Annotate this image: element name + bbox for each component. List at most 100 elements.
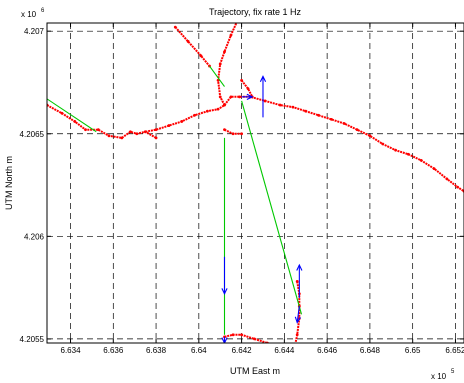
track-point	[246, 87, 250, 91]
y-tick-label: 4.2065	[20, 130, 45, 139]
x-axis-label: UTM East m	[230, 366, 280, 376]
track-point	[129, 130, 132, 134]
y-axis-label: UTM North m	[4, 156, 14, 210]
x-exponent: x 10 5	[431, 369, 455, 381]
track-point	[84, 128, 87, 132]
track-point	[231, 132, 235, 136]
y-tick-label: 4.2055	[20, 335, 45, 344]
y-exponent: x 10 6	[21, 8, 45, 19]
track-point	[278, 103, 282, 107]
heading-arrow-head	[294, 316, 301, 324]
green-track-segment	[241, 100, 303, 315]
y-exponent-power: 6	[41, 8, 45, 14]
x-exponent-base: x 10	[431, 372, 447, 381]
track-point	[60, 111, 64, 115]
heading-arrow	[296, 263, 303, 298]
y-tick-label: 4.206	[24, 232, 45, 241]
track-point	[193, 113, 196, 117]
red-track-segment	[240, 79, 254, 98]
track-point	[394, 148, 397, 152]
track-point	[216, 107, 220, 111]
track-point	[317, 113, 320, 117]
track-point	[180, 120, 184, 123]
track-point	[291, 105, 295, 109]
track-point	[218, 95, 222, 99]
heading-arrow	[241, 93, 254, 100]
x-tick-label: 6.648	[360, 346, 381, 355]
track-point	[240, 132, 244, 136]
x-tick-label: 6.64	[191, 346, 207, 355]
track-point	[342, 122, 346, 125]
track-point	[263, 99, 267, 103]
green-track-segment	[47, 98, 97, 133]
x-tick-label: 6.65	[405, 346, 421, 355]
heading-arrow-head	[296, 263, 303, 271]
heading-arrow-shaft	[296, 306, 300, 323]
track-point	[240, 79, 244, 82]
grid-lines	[47, 23, 464, 343]
x-tick-label: 6.634	[61, 346, 82, 355]
heading-arrow-head	[221, 337, 228, 343]
y-tick-label: 4.207	[24, 27, 45, 36]
heading-arrow-head	[259, 75, 267, 82]
data-layer	[47, 23, 464, 343]
track-point	[295, 280, 299, 283]
series-group	[47, 23, 464, 343]
track-point	[199, 54, 203, 58]
x-tick-label: 6.652	[445, 346, 464, 355]
track-point	[223, 103, 226, 107]
track-point	[120, 136, 124, 140]
heading-arrow	[221, 256, 228, 296]
track-point	[173, 25, 177, 29]
track-point	[218, 62, 222, 66]
track-point	[304, 109, 308, 113]
y-exponent-base: x 10	[21, 10, 37, 19]
track-point	[368, 134, 372, 138]
track-point	[231, 333, 235, 337]
track-point	[407, 152, 410, 156]
track-point	[223, 128, 226, 132]
x-tick-label: 6.638	[146, 346, 167, 355]
red-track-segment	[174, 26, 211, 67]
track-point	[330, 118, 333, 121]
track-point	[205, 109, 209, 113]
track-point	[456, 185, 459, 189]
heading-arrow	[221, 336, 228, 343]
heading-arrow-head	[221, 288, 228, 296]
track-point	[96, 128, 100, 132]
x-tick-label: 6.636	[103, 346, 124, 355]
track-point	[154, 128, 158, 132]
track-point	[135, 132, 139, 136]
track-point	[223, 50, 226, 54]
x-tick-label: 6.642	[232, 346, 253, 355]
x-tick-label: 6.644	[274, 346, 295, 355]
track-point	[381, 142, 385, 146]
track-point	[229, 33, 233, 37]
chart-title: Trajectory, fix rate 1 Hz	[209, 7, 302, 17]
track-point	[253, 337, 256, 341]
x-tick-label: 6.646	[317, 346, 338, 355]
red-track-segment	[145, 95, 464, 193]
track-point	[216, 79, 220, 82]
green-track-segment	[209, 65, 225, 87]
track-point	[107, 134, 111, 138]
heading-arrow	[294, 306, 301, 324]
plot-frame	[46, 22, 464, 344]
track-point	[143, 130, 147, 134]
track-point	[229, 95, 233, 99]
track-point	[154, 136, 158, 140]
track-point	[167, 124, 171, 127]
track-point	[240, 333, 244, 337]
x-exponent-power: 5	[451, 369, 455, 375]
track-point	[186, 40, 190, 43]
heading-arrow-head	[246, 93, 254, 100]
heading-arrow	[259, 75, 267, 118]
track-point	[419, 159, 423, 162]
axis-ticks: 6.634 6.636 6.638 6.64 6.642 6.644 6.646 6.648 6…	[20, 23, 464, 355]
track-point	[355, 128, 359, 132]
track-point	[238, 95, 241, 99]
track-point	[432, 167, 436, 171]
track-point	[445, 177, 449, 181]
